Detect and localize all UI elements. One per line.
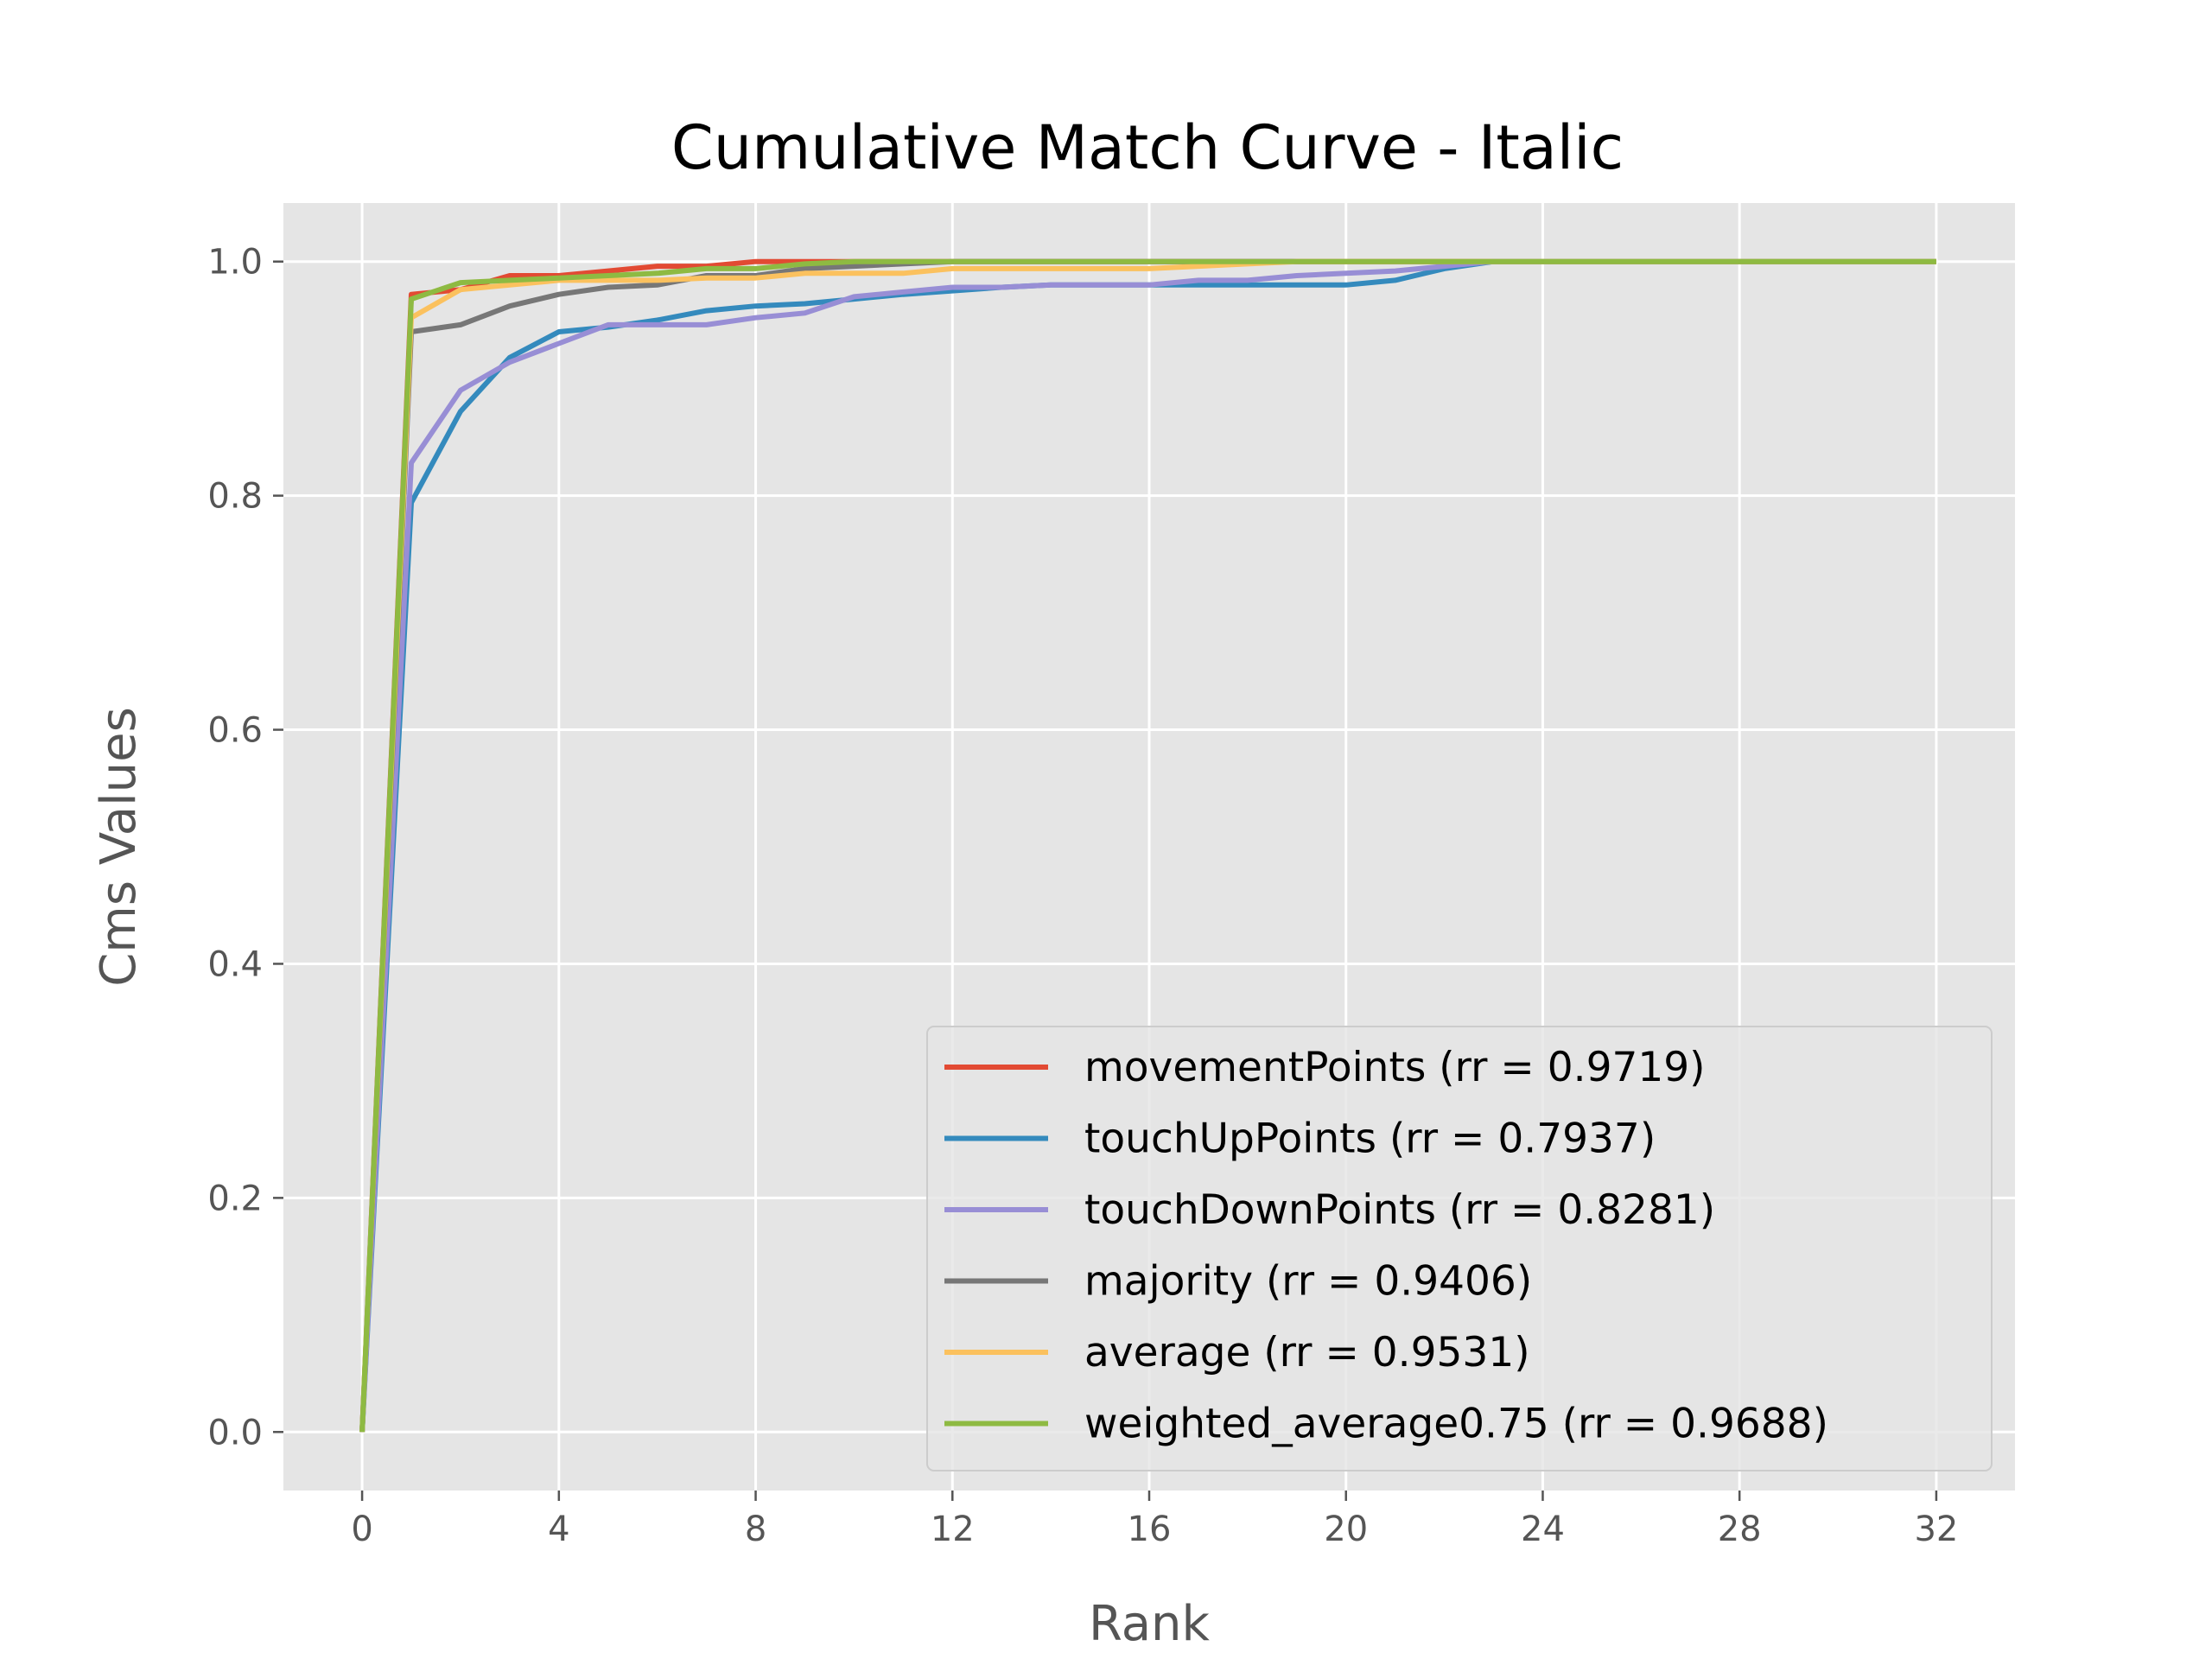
x-tick-label: 24 [1521, 1510, 1565, 1549]
axis-ticks: 0 4 8 12 16 20 24 28 32 0.0 0.2 0.4 0.6 0.8 1.0 [207, 243, 1958, 1549]
y-axis-label: Cms Values [91, 707, 147, 987]
y-tick-label: 1.0 [207, 243, 263, 283]
series-lines [359, 258, 1936, 1433]
chart-title: Cumulative Match Curve - Italic [671, 112, 1624, 183]
x-tick-label: 32 [1914, 1510, 1958, 1549]
legend: movementPoints (rr = 0.9719) touchUpPoint… [926, 1026, 1993, 1471]
legend-label-4: average (rr = 0.9531) [1084, 1329, 1530, 1376]
legend-label-2: touchDownPoints (rr = 0.8281) [1084, 1186, 1715, 1234]
x-tick-label: 16 [1128, 1510, 1172, 1549]
x-tick-label: 20 [1324, 1510, 1368, 1549]
y-tick-label: 0.6 [207, 711, 263, 751]
series-line-5 [359, 258, 1936, 1433]
x-axis-label: Rank [1089, 1596, 1210, 1652]
x-tick-label: 28 [1718, 1510, 1762, 1549]
y-tick-label: 0.0 [207, 1413, 263, 1452]
x-tick-label: 0 [351, 1510, 372, 1549]
legend-label-3: majority (rr = 0.9406) [1084, 1258, 1532, 1306]
y-tick-label: 0.8 [207, 477, 263, 517]
legend-label-5: weighted_average0.75 (rr = 0.9688) [1084, 1401, 1828, 1448]
legend-box [926, 1026, 1993, 1471]
x-tick-label: 4 [548, 1510, 569, 1549]
legend-label-1: touchUpPoints (rr = 0.7937) [1084, 1116, 1656, 1163]
y-tick-label: 0.4 [207, 944, 263, 984]
x-tick-label: 8 [745, 1510, 766, 1549]
y-tick-label: 0.2 [207, 1179, 263, 1218]
x-tick-label: 12 [931, 1510, 975, 1549]
legend-label-0: movementPoints (rr = 0.9719) [1084, 1044, 1706, 1091]
